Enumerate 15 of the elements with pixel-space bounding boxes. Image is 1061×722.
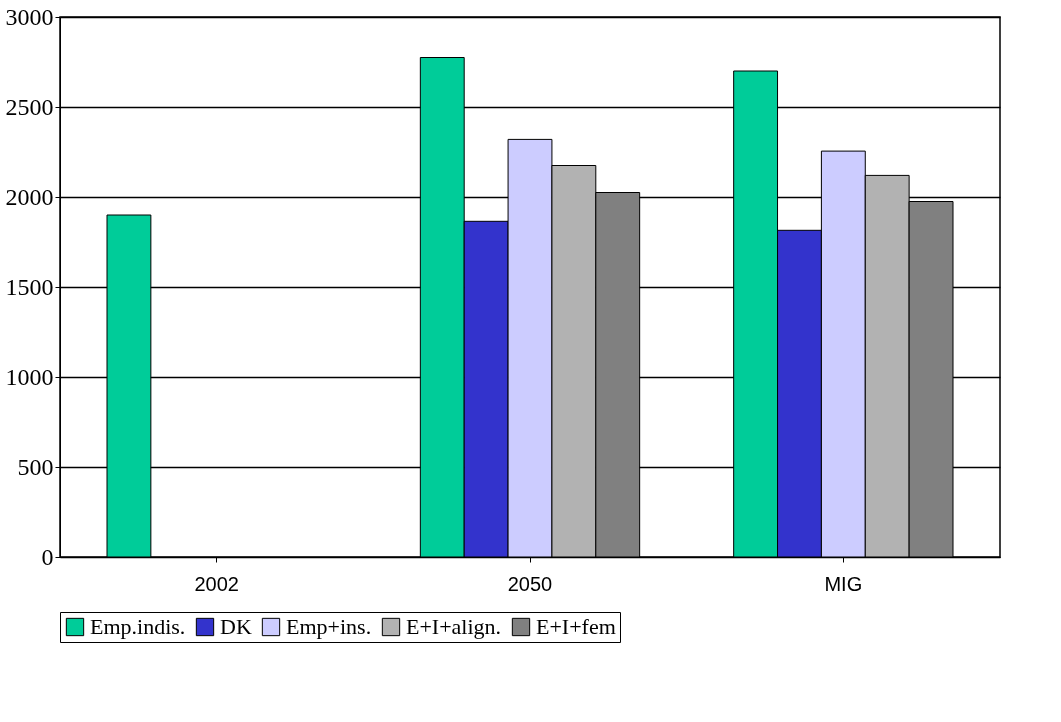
legend-label: DK <box>220 614 252 639</box>
y-tick-label: 2500 <box>5 93 54 120</box>
y-tick-label: 1000 <box>5 363 54 390</box>
legend-label: E+I+fem <box>536 614 616 639</box>
y-tick-label: 3000 <box>5 3 54 30</box>
legend-label: Emp+ins. <box>286 614 372 639</box>
y-tick-label: 500 <box>17 453 54 480</box>
x-tick-label: MIG <box>824 572 863 595</box>
legend-label: E+I+align. <box>406 614 502 639</box>
y-tick-label: 1500 <box>5 273 54 300</box>
x-tick-label: 2002 <box>194 572 239 595</box>
x-tick-label: 2050 <box>507 572 553 595</box>
legend-label: Emp.indis. <box>90 614 186 639</box>
y-tick-label: 2000 <box>5 183 54 210</box>
y-tick-label: 0 <box>41 543 54 570</box>
